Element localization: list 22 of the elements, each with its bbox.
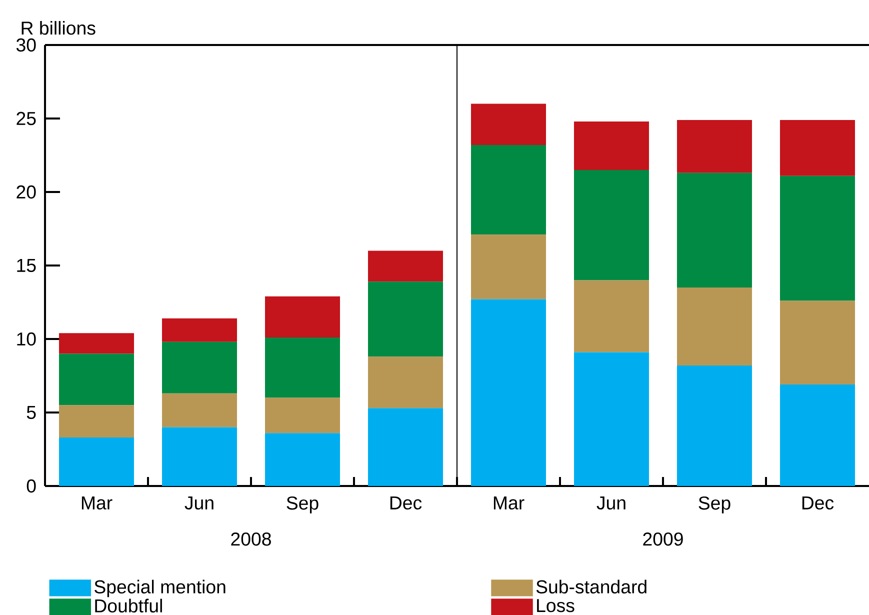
legend-label: Loss — [537, 599, 574, 612]
x-tick-label: Jun — [596, 496, 626, 510]
text: 2009 — [643, 532, 683, 546]
legend-label: Sub-standard — [536, 580, 646, 594]
y-tick-label: 20 — [16, 185, 36, 199]
y-tick-label: 10 — [17, 332, 36, 346]
y-tick-label: 30 — [16, 38, 36, 52]
x-tick-label: Sep — [698, 496, 730, 514]
x-tick-label: Dec — [390, 496, 422, 510]
legend-label: Doubtful — [95, 598, 162, 612]
y-axis-title: R billions — [22, 21, 96, 35]
x-tick-label: Jun — [184, 496, 214, 510]
x-tick-label: Mar — [494, 496, 524, 510]
x-tick-label: Sep — [286, 496, 318, 514]
y-tick-label: 0 — [26, 479, 36, 493]
y-tick-label: 25 — [16, 112, 36, 126]
x-tick-label: Mar — [82, 496, 112, 510]
y-tick-label: 15 — [17, 258, 36, 272]
y-tick-label: 5 — [26, 406, 36, 420]
legend-label: Special mention — [94, 580, 226, 598]
text: 2008 — [231, 532, 271, 546]
x-tick-label: Dec — [802, 496, 834, 510]
